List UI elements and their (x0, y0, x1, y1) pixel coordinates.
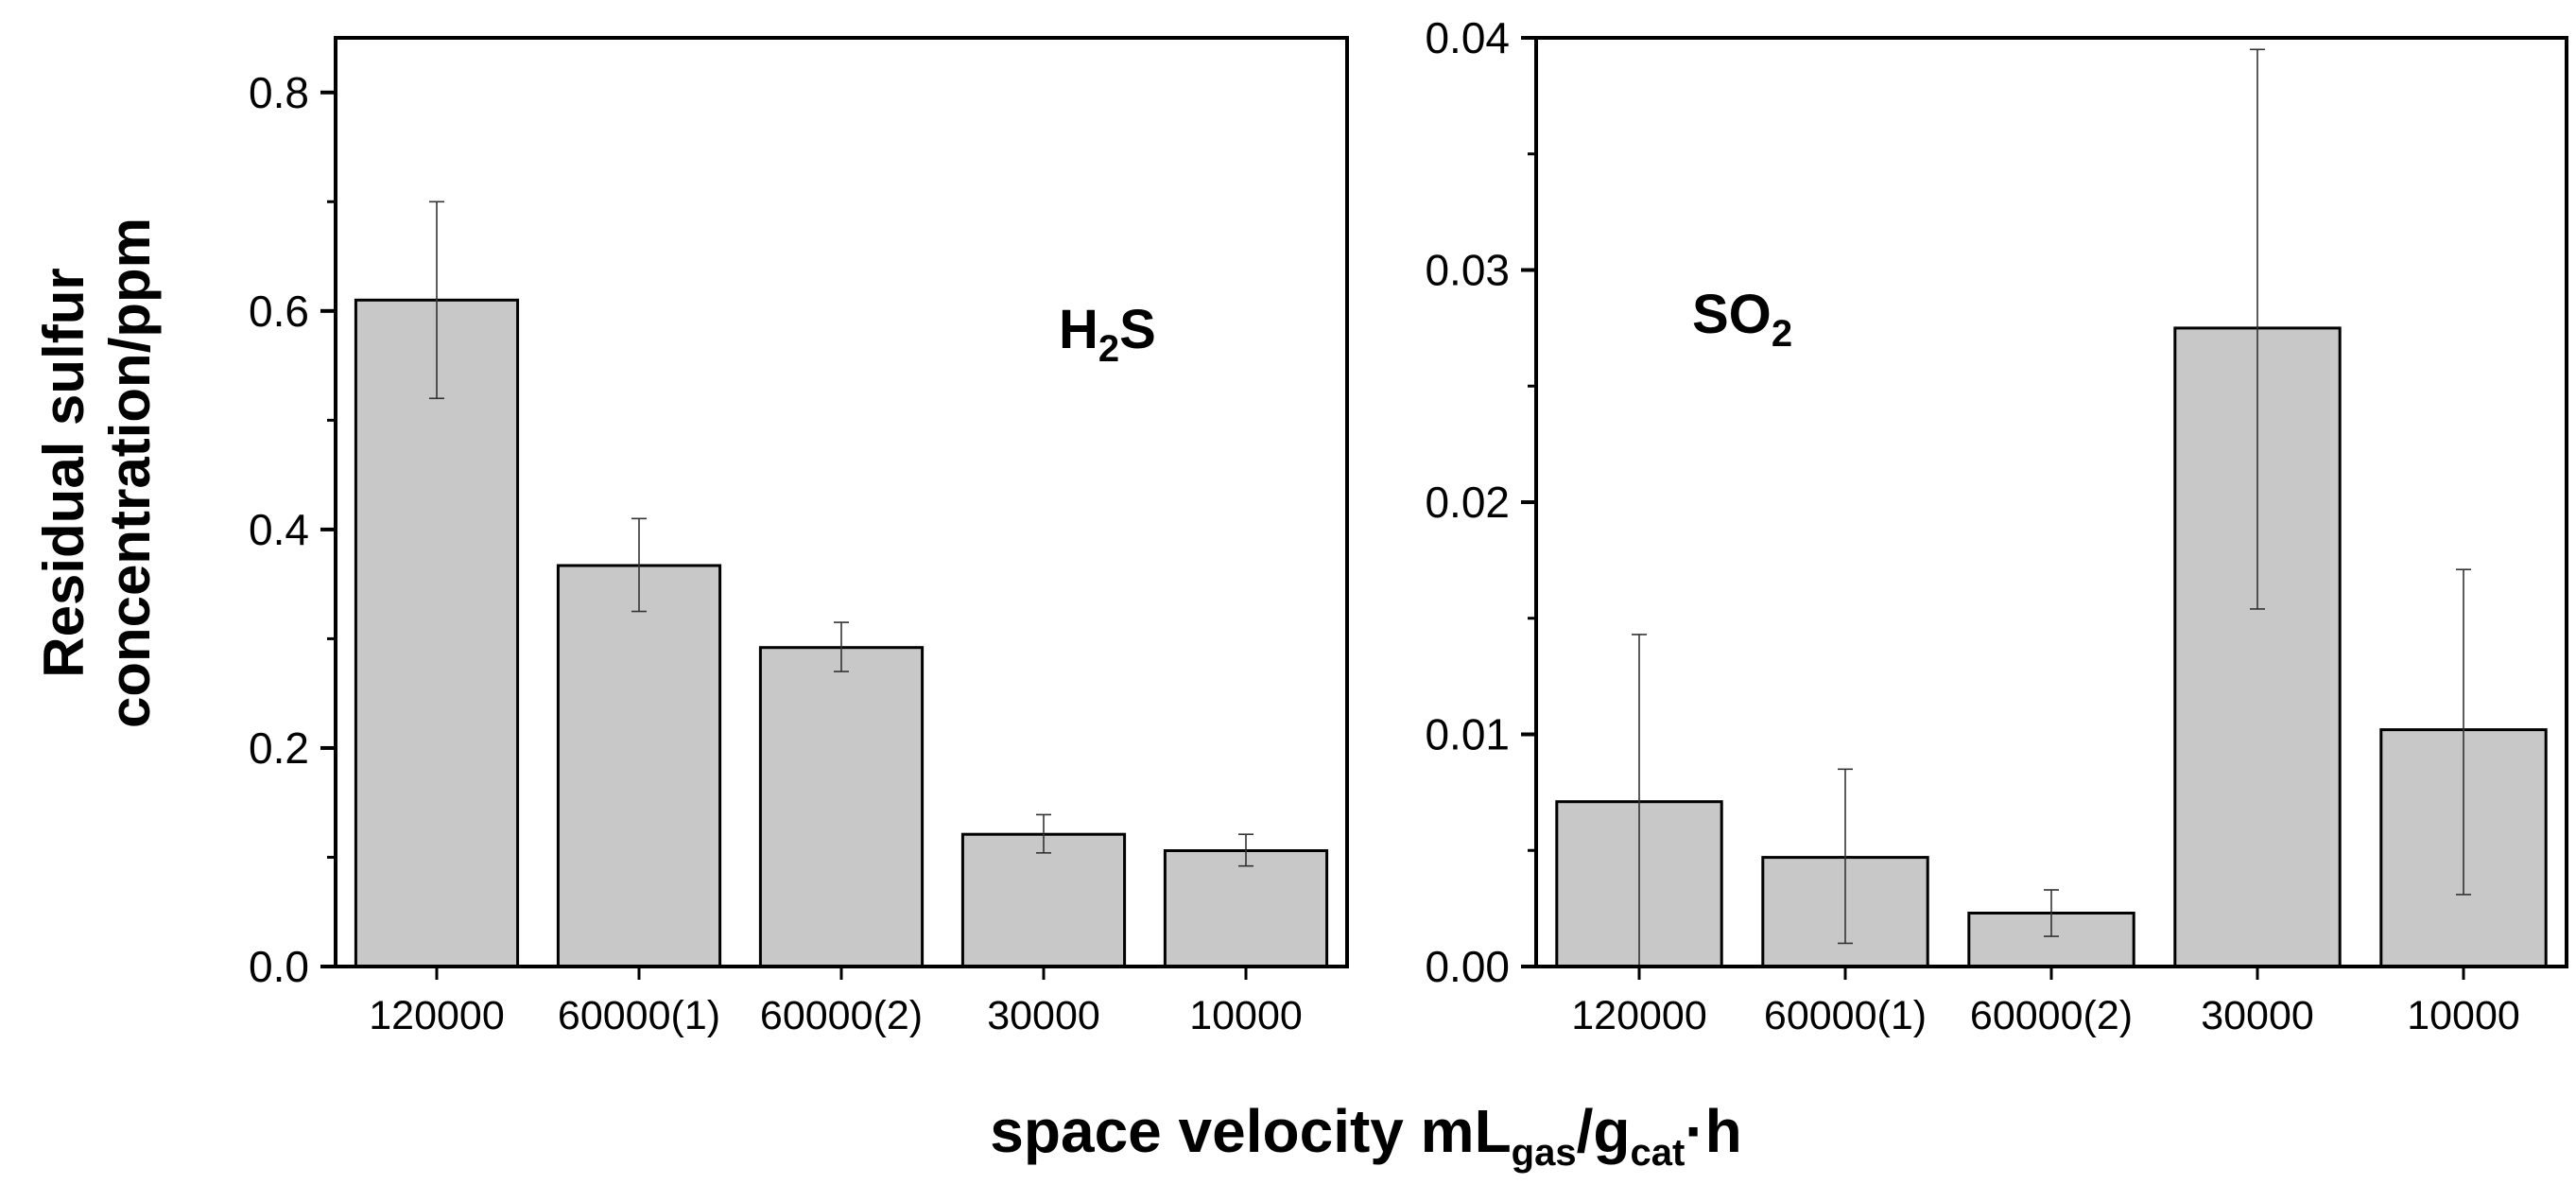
y-tick-label-so2-3: 0.03 (1425, 246, 1510, 295)
x-category-label-so2-4: 10000 (2407, 993, 2520, 1038)
y-tick-label-so2-2: 0.02 (1425, 478, 1510, 527)
panel-h2s: 0.0 0.2 0.4 0.6 0.8 120000 60000(1) 60000(2) 300… (249, 36, 1349, 1038)
error-bar-so2-2 (2044, 889, 2059, 937)
panel-h2s-annotation-tail: S (1119, 299, 1156, 360)
x-axis-label-tail: ·h (1685, 1097, 1741, 1165)
panel-so2-annotation: SO2 (1692, 284, 1792, 355)
y-axis-label-line1: Residual sulfur (32, 268, 95, 677)
y-axis-label-line2: concentration/ppm (98, 218, 162, 728)
panel-so2-error-bars (1632, 48, 2471, 967)
panel-so2-ticks (1521, 36, 2465, 980)
panel-h2s-annotation-main: H (1059, 299, 1098, 360)
error-bar-h2s-0 (429, 200, 444, 400)
error-bar-so2-4 (2456, 568, 2471, 896)
x-category-label-h2s-1: 60000(1) (558, 993, 720, 1038)
panel-so2: 0.00 0.01 0.02 0.03 0.04 120000 60000(1) 60000(… (1425, 13, 2568, 1038)
error-bar-h2s-1 (631, 517, 647, 613)
panel-h2s-bars (354, 298, 1329, 968)
panel-so2-annotation-main: SO (1692, 284, 1772, 345)
panel-h2s-labels: 0.0 0.2 0.4 0.6 0.8 120000 60000(1) 60000(2) 300… (249, 68, 1303, 1038)
y-tick-label-so2-0: 0.00 (1425, 942, 1510, 991)
error-bar-h2s-2 (834, 621, 849, 672)
x-axis-label-sub1: gas (1512, 1132, 1577, 1174)
error-bar-so2-3 (2250, 48, 2265, 610)
x-axis-label-mid: /g (1577, 1097, 1631, 1165)
bar-h2s-4 (1163, 849, 1329, 968)
y-tick-label-h2s-0: 0.0 (249, 942, 309, 991)
y-tick-label-h2s-4: 0.8 (249, 68, 309, 117)
y-tick-label-h2s-3: 0.6 (249, 287, 309, 336)
x-category-label-h2s-0: 120000 (369, 993, 505, 1038)
x-category-label-so2-0: 120000 (1571, 993, 1707, 1038)
bar-h2s-3 (960, 832, 1127, 968)
x-axis-label-sub2: cat (1630, 1132, 1685, 1174)
y-tick-label-so2-4: 0.04 (1425, 13, 1510, 62)
panel-so2-labels: 0.00 0.01 0.02 0.03 0.04 120000 60000(1) 60000(… (1425, 13, 2519, 1038)
bar-h2s-1 (556, 564, 722, 968)
x-axis-label-main: space velocity mL (990, 1097, 1511, 1165)
y-tick-label-h2s-2: 0.4 (249, 505, 309, 554)
x-category-label-h2s-3: 30000 (987, 993, 1100, 1038)
y-tick-label-h2s-1: 0.2 (249, 723, 309, 773)
panel-so2-bars (1555, 326, 2548, 968)
x-axis-label: space velocity mLgas/gcat·h (990, 1097, 1741, 1174)
panel-h2s-ticks (320, 90, 1248, 980)
panel-h2s-error-bars (429, 200, 1253, 867)
x-category-label-h2s-2: 60000(2) (760, 993, 923, 1038)
bar-h2s-2 (758, 646, 925, 968)
error-bar-so2-1 (1838, 768, 1853, 945)
error-bar-h2s-4 (1238, 833, 1253, 867)
y-tick-label-so2-1: 0.01 (1425, 710, 1510, 759)
panel-so2-annotation-sub: 2 (1772, 313, 1792, 355)
bar-h2s-0 (354, 298, 520, 968)
x-category-label-so2-2: 60000(2) (1970, 993, 2133, 1038)
panel-h2s-annotation-sub: 2 (1098, 328, 1119, 370)
x-category-label-so2-3: 30000 (2201, 993, 2314, 1038)
x-category-label-so2-1: 60000(1) (1764, 993, 1927, 1038)
panel-h2s-annotation: H2S (1059, 299, 1156, 370)
x-category-label-h2s-4: 10000 (1189, 993, 1303, 1038)
error-bar-h2s-3 (1036, 813, 1051, 854)
